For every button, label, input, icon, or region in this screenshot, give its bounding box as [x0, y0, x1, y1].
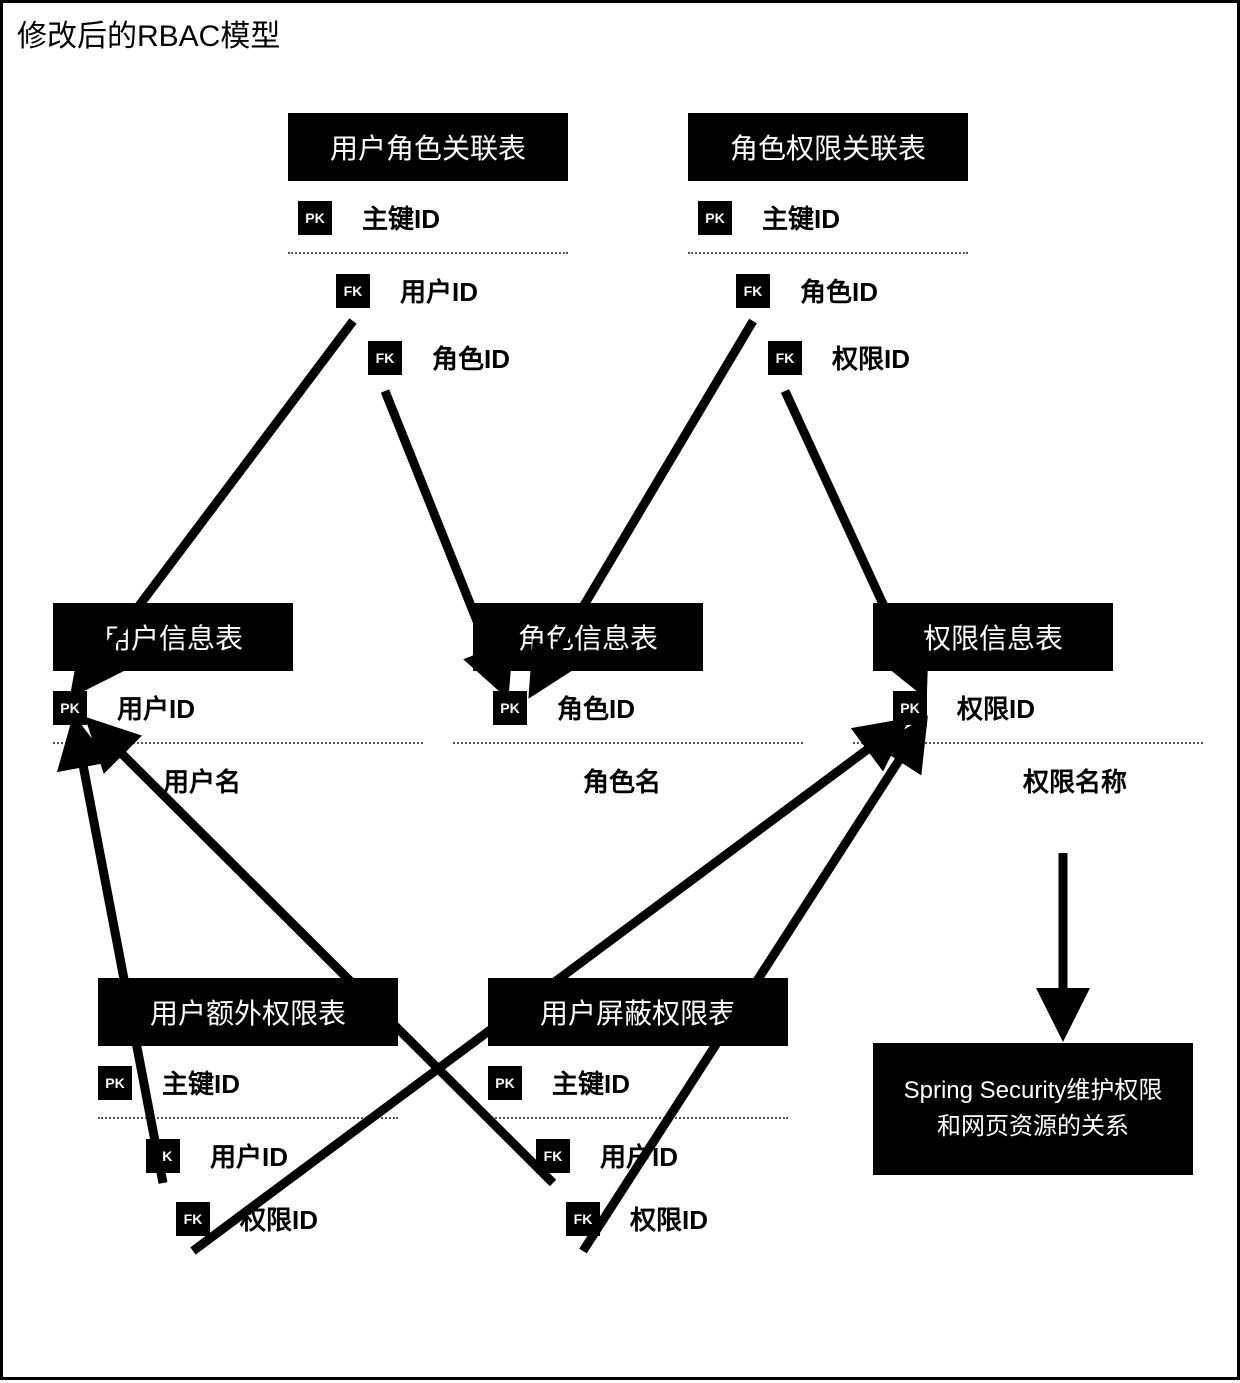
entity-header: 角色权限关联表 [688, 113, 968, 181]
field-label-pk: 角色ID [557, 689, 635, 726]
separator [53, 742, 423, 744]
field-label-attr: 权限名称 [1023, 762, 1127, 799]
field-label-fk: 用户ID [600, 1137, 678, 1174]
entity-role-perm: 角色权限关联表 PK 主键ID FK 角色ID 角色ID FK 权限ID [688, 113, 968, 376]
separator [98, 1117, 398, 1119]
entity-header: 用户角色关联表 [288, 113, 568, 181]
field-label-fk: 用户ID [210, 1137, 288, 1174]
pk-icon: PK [893, 691, 927, 725]
field-label-pk: 主键ID [362, 199, 440, 236]
entity-header: 权限信息表 [873, 603, 1113, 671]
entity-user-block: 用户屏蔽权限表 PK 主键ID FK 用户ID FK 权限ID [488, 978, 788, 1237]
entity-role-info: 角色信息表 PK 角色ID 角色名 [473, 603, 773, 799]
entity-header: 角色信息表 [473, 603, 703, 671]
spring-security-box: Spring Security维护权限 和网页资源的关系 [873, 1043, 1193, 1175]
info-line1: Spring Security维护权限 [904, 1077, 1163, 1104]
field-label-pk: 主键ID [552, 1064, 630, 1101]
diagram-canvas: 修改后的RBAC模型 用户角色关联表 PK 主键ID FK 用户ID FK 角色… [0, 0, 1240, 1380]
fk-icon: FK [768, 341, 802, 375]
fk-icon: FK [368, 341, 402, 375]
fk-icon: FK [176, 1202, 210, 1236]
fk-icon: FK [736, 274, 770, 308]
entity-user-extra: 用户额外权限表 PK 主键ID FK 用户ID FK 权限ID [98, 978, 398, 1237]
pk-icon: PK [493, 691, 527, 725]
field-label-pk: 权限ID [957, 689, 1035, 726]
entity-user-role: 用户角色关联表 PK 主键ID FK 用户ID FK 角色ID [288, 113, 568, 376]
pk-icon: PK [98, 1066, 132, 1100]
pk-icon: PK [698, 201, 732, 235]
separator [453, 742, 803, 744]
separator [288, 252, 568, 254]
separator [853, 742, 1203, 744]
field-label-fk: 权限ID [630, 1200, 708, 1237]
fk-icon: FK [566, 1202, 600, 1236]
field-label-attr: 角色名 [583, 762, 661, 799]
field-label-pk: 主键ID [762, 199, 840, 236]
entity-header: 用户额外权限表 [98, 978, 398, 1046]
fk-icon: FK [146, 1139, 180, 1173]
field-label-fk: 权限ID [832, 339, 910, 376]
entity-header: 用户信息表 [53, 603, 293, 671]
field-label-pk: 用户ID [117, 689, 195, 726]
field-label-fk: 角色ID [432, 339, 510, 376]
field-label-fk: 角色ID [800, 272, 878, 309]
pk-icon: PK [53, 691, 87, 725]
info-line2: 和网页资源的关系 [937, 1113, 1129, 1140]
pk-icon: PK [298, 201, 332, 235]
diagram-title: 修改后的RBAC模型 [17, 11, 280, 55]
field-label-pk: 主键ID [162, 1064, 240, 1101]
separator [688, 252, 968, 254]
pk-icon: PK [488, 1066, 522, 1100]
field-label-fk: 权限ID [240, 1200, 318, 1237]
fk-icon: FK [536, 1139, 570, 1173]
field-label-attr: 用户名 [163, 762, 241, 799]
field-label-fk: 用户ID [400, 272, 478, 309]
entity-perm-info: 权限信息表 PK 权限ID 权限名称 [873, 603, 1173, 799]
fk-icon: FK [336, 274, 370, 308]
entity-user-info: 用户信息表 PK 用户ID 用户名 [53, 603, 363, 799]
entity-header: 用户屏蔽权限表 [488, 978, 788, 1046]
separator [488, 1117, 788, 1119]
